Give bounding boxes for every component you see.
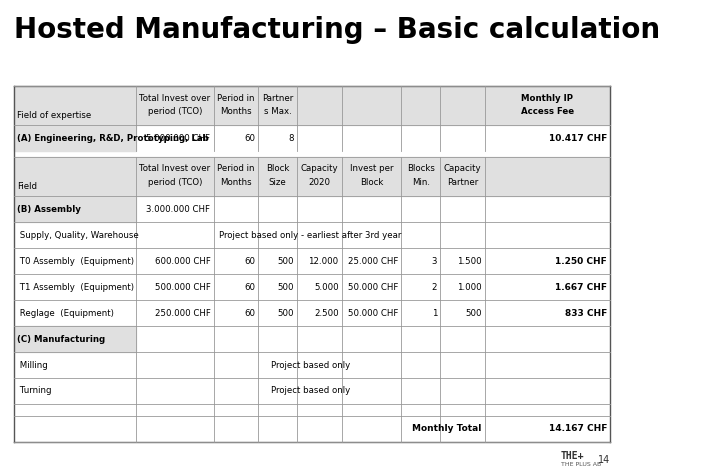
Text: Field: Field (17, 182, 37, 191)
Text: 3: 3 (431, 256, 437, 266)
Text: Field of expertise: Field of expertise (17, 111, 91, 120)
Text: Supply, Quality, Warehouse: Supply, Quality, Warehouse (17, 231, 138, 240)
Text: 500.000 CHF: 500.000 CHF (155, 283, 210, 292)
Text: Turning: Turning (17, 387, 51, 396)
Text: 14: 14 (598, 456, 610, 466)
Text: T0 Assembly  (Equipment): T0 Assembly (Equipment) (17, 256, 134, 266)
Text: Period in: Period in (217, 94, 255, 103)
Text: 600.000 CHF: 600.000 CHF (155, 256, 210, 266)
Text: Total Invest over: Total Invest over (139, 94, 210, 103)
Text: (B) Assembly: (B) Assembly (17, 205, 81, 214)
Text: 2.500: 2.500 (314, 309, 338, 318)
Bar (14, 86, 610, 125)
Text: 8: 8 (289, 134, 294, 143)
Bar (14, 157, 610, 196)
Text: Invest per: Invest per (350, 164, 393, 173)
Text: 1: 1 (431, 309, 437, 318)
Text: 60: 60 (244, 134, 255, 143)
Text: Months: Months (220, 178, 252, 187)
Text: 1.250 CHF: 1.250 CHF (555, 256, 607, 266)
Text: Period in: Period in (217, 164, 255, 173)
Bar (14, 326, 136, 352)
Bar (14, 125, 136, 152)
Text: 3.000.000 CHF: 3.000.000 CHF (146, 205, 210, 214)
Text: 5.000.000 CHF: 5.000.000 CHF (146, 134, 210, 143)
Text: Reglage  (Equipment): Reglage (Equipment) (17, 309, 114, 318)
Text: 60: 60 (244, 309, 255, 318)
Text: Access Fee: Access Fee (521, 107, 574, 116)
Text: 50.000 CHF: 50.000 CHF (348, 283, 398, 292)
Text: Size: Size (269, 178, 287, 187)
Text: (C) Manufacturing: (C) Manufacturing (17, 334, 105, 343)
Text: T1 Assembly  (Equipment): T1 Assembly (Equipment) (17, 283, 134, 292)
Text: Min.: Min. (412, 178, 430, 187)
Text: 12.000: 12.000 (308, 256, 338, 266)
Text: Capacity: Capacity (300, 164, 338, 173)
Text: 500: 500 (277, 256, 294, 266)
Text: (A) Engineering, R&D, Prototyping, Lab: (A) Engineering, R&D, Prototyping, Lab (17, 134, 209, 143)
Text: Monthly IP: Monthly IP (521, 94, 573, 103)
Text: s Max.: s Max. (264, 107, 292, 116)
Text: 50.000 CHF: 50.000 CHF (348, 309, 398, 318)
Text: 833 CHF: 833 CHF (564, 309, 607, 318)
Text: THE PLUS AB: THE PLUS AB (561, 462, 601, 466)
Text: Capacity: Capacity (444, 164, 481, 173)
Text: 500: 500 (277, 309, 294, 318)
Text: Partner: Partner (262, 94, 293, 103)
Text: Block: Block (266, 164, 289, 173)
Text: THE+: THE+ (561, 451, 584, 461)
Text: 2020: 2020 (308, 178, 330, 187)
Text: 60: 60 (244, 256, 255, 266)
Text: Months: Months (220, 107, 252, 116)
Text: Milling: Milling (17, 361, 48, 370)
Text: Block: Block (360, 178, 383, 187)
Text: 1.667 CHF: 1.667 CHF (555, 283, 607, 292)
Text: Hosted Manufacturing – Basic calculation: Hosted Manufacturing – Basic calculation (14, 16, 660, 44)
Text: Project based only: Project based only (271, 387, 350, 396)
Text: 1.500: 1.500 (457, 256, 482, 266)
Text: 250.000 CHF: 250.000 CHF (155, 309, 210, 318)
Text: period (TCO): period (TCO) (148, 107, 202, 116)
Text: 5.000: 5.000 (314, 283, 338, 292)
Text: period (TCO): period (TCO) (148, 178, 202, 187)
Text: Project based only: Project based only (271, 361, 350, 370)
Text: 500: 500 (465, 309, 482, 318)
Text: Project based only - earliest after 3rd year: Project based only - earliest after 3rd … (219, 231, 402, 240)
Text: 2: 2 (431, 283, 437, 292)
Text: Total Invest over: Total Invest over (139, 164, 210, 173)
Text: 500: 500 (277, 283, 294, 292)
Bar (14, 196, 136, 222)
Text: Blocks: Blocks (407, 164, 435, 173)
Text: Partner: Partner (447, 178, 478, 187)
Text: Monthly Total: Monthly Total (413, 424, 482, 433)
Text: 10.417 CHF: 10.417 CHF (549, 134, 607, 143)
Text: 60: 60 (244, 283, 255, 292)
Text: 25.000 CHF: 25.000 CHF (348, 256, 398, 266)
Text: 1.000: 1.000 (457, 283, 482, 292)
Text: 14.167 CHF: 14.167 CHF (549, 424, 607, 433)
